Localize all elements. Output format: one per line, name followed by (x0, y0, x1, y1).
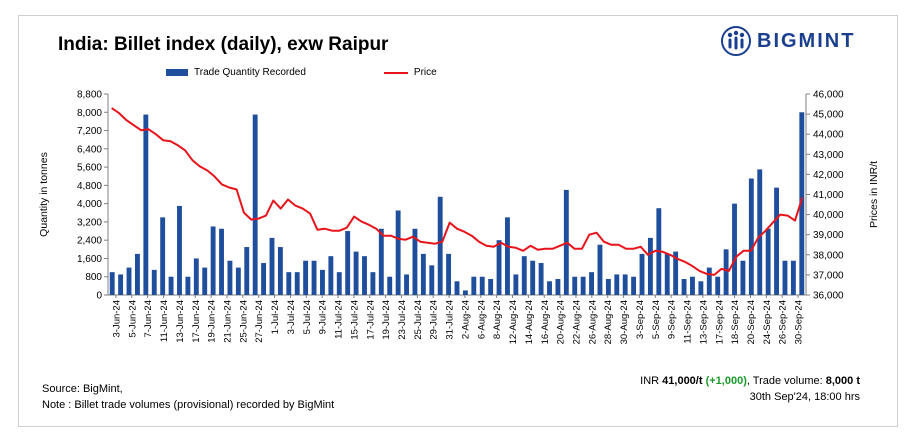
chart-frame (18, 15, 898, 427)
bigmint-logo: BIGMINT (721, 26, 855, 56)
summary-change: (+1,000) (705, 375, 747, 387)
legend-item-trade-quantity: Trade Quantity Recorded (166, 67, 306, 78)
summary-timestamp: 30th Sep'24, 18:00 hrs (749, 391, 860, 403)
note-text: Note : Billet trade volumes (provisional… (42, 399, 335, 411)
source-text: Source: BigMint, (42, 383, 123, 395)
summary-price: 41,000/t (662, 375, 703, 387)
summary-volume: 8,000 t (825, 375, 860, 387)
bigmint-logo-icon (721, 26, 751, 56)
legend-label-price: Price (413, 67, 437, 78)
legend-label-trade-quantity: Trade Quantity Recorded (194, 67, 306, 78)
legend-item-price: Price (383, 67, 437, 78)
chart-legend: Trade Quantity Recorded Price (166, 67, 437, 78)
legend-swatch-bar (166, 69, 188, 76)
legend-swatch-line (383, 71, 408, 74)
footer-source: Source: BigMint, Note : Billet trade vol… (42, 381, 334, 413)
summary-line: INR 41,000/t (+1,000), Trade volume: 8,0… (640, 375, 860, 387)
bigmint-logo-text: BIGMINT (757, 29, 856, 52)
chart-title: India: Billet index (daily), exw Raipur (58, 34, 389, 55)
footer-summary: INR 41,000/t (+1,000), Trade volume: 8,0… (640, 373, 860, 405)
